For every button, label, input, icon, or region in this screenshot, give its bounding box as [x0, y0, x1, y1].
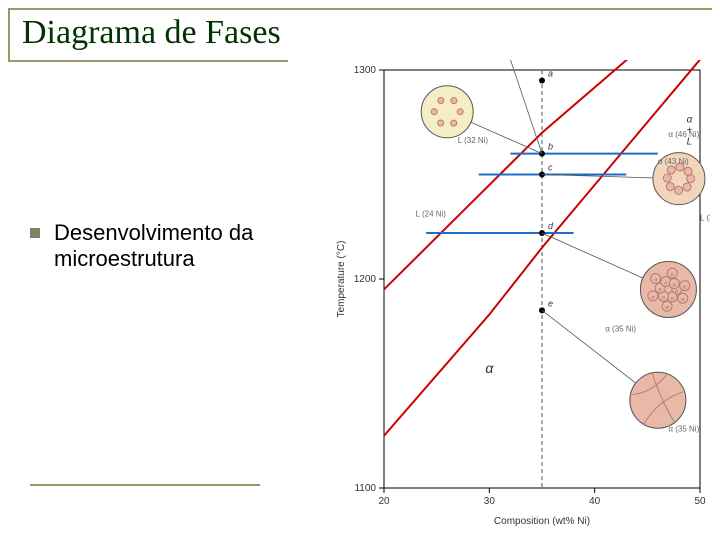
title-rule-bottom	[8, 60, 288, 62]
svg-text:50: 50	[694, 496, 706, 507]
svg-text:Temperature (°C): Temperature (°C)	[336, 241, 347, 318]
footer-rule	[30, 484, 260, 486]
svg-text:α (35 Ni): α (35 Ni)	[668, 425, 699, 434]
svg-text:1300: 1300	[354, 65, 377, 76]
svg-text:L (32 Ni): L (32 Ni)	[700, 213, 710, 222]
svg-text:α (35 Ni): α (35 Ni)	[605, 324, 636, 333]
svg-text:30: 30	[484, 496, 496, 507]
svg-text:40: 40	[589, 496, 601, 507]
svg-text:b: b	[548, 142, 553, 152]
svg-text:a: a	[548, 68, 553, 78]
phase-diagram: 1100 1200 1300 20 30 40 50 Composition (wt% Ni)…	[330, 60, 710, 530]
svg-text:d: d	[548, 221, 554, 231]
svg-text:L (32 Ni): L (32 Ni)	[458, 136, 489, 145]
svg-text:e: e	[548, 298, 553, 308]
title-region: Diagrama de Fases	[8, 8, 712, 62]
svg-text:Composition (wt% Ni): Composition (wt% Ni)	[494, 516, 590, 527]
bullet-list: Desenvolvimento da microestrutura	[30, 220, 280, 273]
svg-text:20: 20	[378, 496, 390, 507]
svg-text:c: c	[548, 163, 553, 173]
svg-text:L (24 Ni): L (24 Ni)	[416, 209, 447, 218]
list-item: Desenvolvimento da microestrutura	[30, 220, 280, 273]
svg-text:1200: 1200	[354, 274, 377, 285]
svg-text:α (46 Ni): α (46 Ni)	[668, 130, 699, 139]
svg-text:1100: 1100	[354, 483, 376, 494]
bullet-icon	[30, 228, 40, 238]
svg-text:α (43 Ni): α (43 Ni)	[658, 157, 689, 166]
page-title: Diagrama de Fases	[8, 10, 293, 60]
svg-text:α: α	[485, 360, 494, 376]
svg-text:α: α	[687, 114, 693, 125]
bullet-text: Desenvolvimento da microestrutura	[54, 220, 280, 273]
